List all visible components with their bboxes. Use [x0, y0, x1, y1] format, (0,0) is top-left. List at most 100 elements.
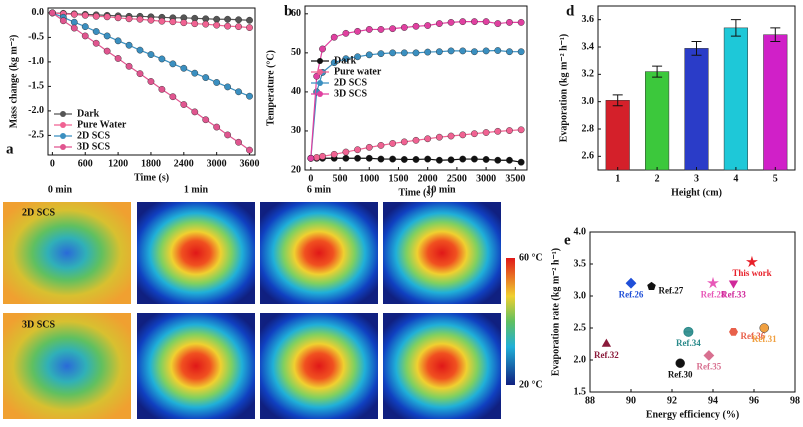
point	[342, 29, 350, 37]
point	[224, 15, 232, 23]
point	[506, 18, 513, 26]
x-tick-label: 2	[655, 173, 660, 184]
point	[447, 18, 455, 26]
point	[92, 12, 100, 20]
point	[400, 156, 408, 163]
point	[342, 148, 350, 156]
point	[354, 27, 361, 35]
y-tick-label: 0.0	[32, 7, 45, 18]
point	[435, 156, 443, 164]
error-bar	[652, 65, 663, 78]
point	[365, 154, 373, 162]
point	[48, 9, 56, 17]
point-label: Ref.36	[741, 331, 766, 341]
point	[103, 47, 111, 55]
y-tick-label: 1.5	[574, 386, 587, 397]
point	[169, 60, 177, 68]
point	[389, 25, 397, 33]
point	[703, 350, 715, 361]
point	[412, 49, 420, 57]
point	[494, 47, 502, 54]
point	[158, 85, 166, 93]
point	[235, 138, 242, 146]
panel-letter: a	[6, 141, 14, 157]
point	[158, 17, 166, 25]
point	[246, 146, 253, 154]
point	[377, 141, 385, 149]
point-label: Ref.33	[721, 289, 746, 299]
x-tick-label: 0	[308, 173, 313, 184]
point	[459, 18, 467, 26]
point	[224, 22, 232, 30]
point-label: Ref.34	[676, 338, 701, 348]
point	[471, 155, 478, 163]
point	[70, 24, 78, 32]
column-header: 10 min	[426, 184, 456, 195]
legend-label: Pure water	[334, 66, 382, 77]
point	[103, 32, 111, 40]
point	[517, 158, 525, 166]
point	[424, 22, 432, 29]
point	[482, 129, 490, 136]
x-axis-title: Time (s)	[398, 187, 433, 198]
point	[81, 11, 89, 19]
point	[125, 62, 133, 70]
point	[342, 55, 350, 63]
y-tick-label: 3.0	[582, 96, 595, 107]
bar	[605, 100, 630, 171]
legend-label: 3D SCS	[77, 141, 111, 152]
x-tick-label: 500	[333, 173, 348, 184]
point	[471, 130, 478, 138]
point-label: Ref.31	[752, 334, 777, 344]
point	[92, 28, 100, 35]
point	[400, 24, 408, 31]
y-tick-label: 2.8	[582, 123, 595, 134]
x-tick-label: 94	[708, 395, 718, 406]
point	[136, 46, 144, 54]
point	[114, 37, 122, 45]
point	[365, 51, 373, 59]
x-tick-label: 3000	[476, 173, 496, 184]
point	[213, 21, 221, 29]
point	[459, 155, 467, 163]
point	[191, 20, 199, 28]
y-axis-title: Evaporation rate (kg m⁻² h⁻¹)	[550, 248, 561, 376]
point	[459, 131, 467, 139]
legend-marker	[60, 122, 66, 128]
point	[435, 133, 443, 141]
point-label: Ref.26	[619, 289, 644, 299]
y-tick-label: 3.2	[582, 69, 595, 80]
row-label: 3D SCS	[22, 319, 56, 330]
point	[482, 156, 490, 163]
point	[424, 48, 432, 56]
thermal-image	[260, 202, 378, 304]
y-tick-label: 40	[291, 86, 301, 97]
y-axis-title: Mass change (kg m⁻²)	[8, 35, 19, 129]
legend-marker	[317, 69, 323, 75]
column-header: 6 min	[307, 184, 332, 195]
point	[675, 358, 685, 368]
panel-letter: e	[564, 232, 571, 248]
point	[412, 22, 420, 30]
panel-letter: d	[566, 3, 575, 19]
point	[365, 26, 373, 33]
y-tick-label: 2.0	[574, 354, 587, 365]
legend-marker	[317, 91, 323, 97]
point	[70, 10, 78, 18]
y-tick-label: -2.0	[28, 105, 44, 116]
point	[517, 18, 525, 26]
point	[147, 51, 155, 58]
point	[103, 13, 111, 21]
point	[235, 16, 242, 24]
point	[759, 323, 769, 333]
point	[246, 24, 253, 31]
legend-marker	[60, 133, 66, 139]
y-tick-label: 3.5	[574, 258, 587, 269]
point	[354, 154, 361, 162]
error-bar	[612, 94, 623, 107]
point	[114, 55, 122, 62]
x-tick-label: 3	[694, 173, 699, 184]
point	[169, 18, 177, 26]
point	[471, 48, 478, 56]
